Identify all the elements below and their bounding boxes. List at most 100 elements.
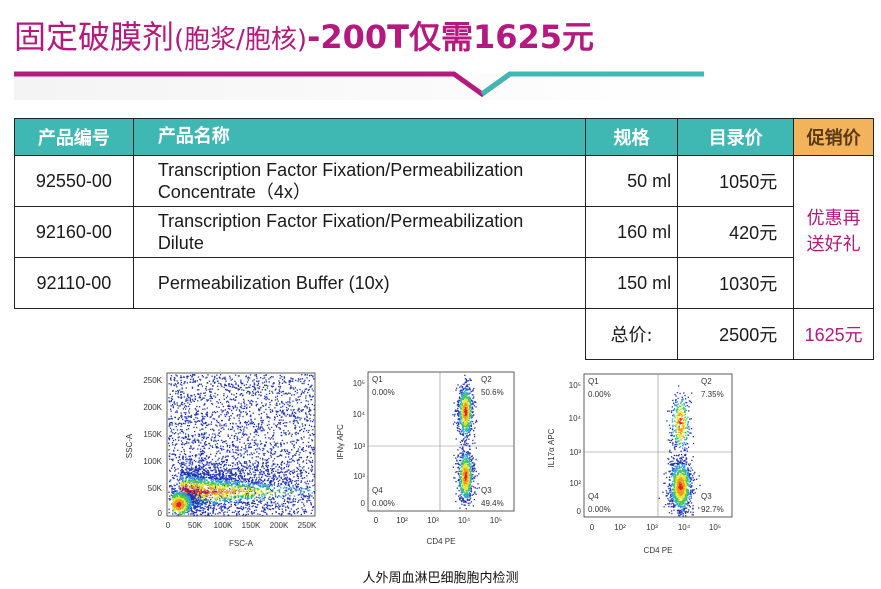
quad2-dots [658, 385, 701, 517]
scatter-plot-fsc-ssc: 250K 200K 150K 100K 50K 0 0 50K 100K 150… [125, 372, 317, 548]
figure-caption: 人外周血淋巴细胞胞内检测 [362, 571, 519, 586]
quad2-y-label: IL17α APC [547, 428, 556, 467]
row-name-line2: Concentrate（4x） [157, 182, 311, 202]
y-tick: 150K [143, 430, 162, 439]
promo-line2: 送好礼 [806, 234, 861, 255]
row-price: 420元 [677, 206, 795, 258]
scatter-x-ticks: 0 50K 100K 150K 200K 250K [166, 521, 317, 530]
header-spec: 规格 [584, 118, 679, 156]
scatter-x-label: FSC-A [229, 539, 254, 548]
x-tick: 10⁴ [458, 516, 471, 525]
row-name-line1: Permeabilization Buffer (10x) [157, 273, 390, 293]
quad2-x-label: CD4 PE [644, 546, 673, 555]
x-tick: 100K [214, 521, 233, 530]
quad2-q3-val: 92.7% [701, 505, 724, 514]
y-tick: 0 [577, 507, 582, 516]
quad1-q1: Q1 [372, 375, 383, 384]
x-tick: 250K [298, 521, 317, 530]
header-name: 产品名称 [132, 118, 586, 156]
row-code: 92110-00 [14, 257, 134, 309]
title-suffix: -200T仅需1625元 [307, 18, 595, 56]
x-tick: 10⁵ [709, 523, 721, 532]
x-tick: 200K [270, 521, 289, 530]
x-tick: 0 [166, 521, 171, 530]
quad1-q3: Q3 [481, 486, 492, 495]
title-paren: (胞浆/胞核) [174, 25, 308, 55]
scatter-y-label: SSC-A [125, 433, 134, 458]
scatter-dots [168, 374, 316, 517]
scatter-y-ticks: 250K 200K 150K 100K 50K 0 [143, 376, 162, 518]
row-name: Permeabilization Buffer (10x) [132, 257, 586, 309]
row-name-line1: Transcription Factor Fixation/Permeabili… [157, 211, 524, 231]
y-tick: 10⁴ [353, 410, 366, 419]
quad1-x-label: CD4 PE [427, 537, 456, 546]
title-prefix: 固定破膜剂 [14, 18, 175, 56]
price-table: 产品编号 产品名称 规格 目录价 促销价 92550-00 Transcript… [14, 118, 874, 360]
row-code: 92160-00 [14, 206, 134, 258]
quad1-q1-val: 0.00% [372, 388, 395, 397]
quad1-dots [452, 374, 480, 510]
quad2-q4-val: 0.00% [588, 505, 611, 514]
total-value: 2500元 [677, 308, 795, 360]
x-tick: 10⁵ [490, 516, 502, 525]
row-name: Transcription Factor Fixation/Permeabili… [132, 206, 586, 258]
row-name-line2: Dilute [157, 233, 204, 253]
total-label: 总价: [584, 308, 679, 360]
x-tick: 0 [590, 523, 595, 532]
quad1-x-ticks: 0 10² 10³ 10⁴ 10⁵ [374, 516, 502, 525]
quad2-q2-val: 7.35% [701, 390, 724, 399]
y-tick: 200K [143, 403, 162, 412]
y-tick: 10⁵ [569, 381, 581, 390]
promo-cell: 优惠再 送好礼 [793, 155, 874, 309]
header-code: 产品编号 [14, 118, 134, 156]
y-tick: 100K [143, 457, 162, 466]
header-promo: 促销价 [793, 118, 874, 156]
x-tick: 10² [614, 523, 626, 532]
header-list-price: 目录价 [677, 118, 795, 156]
x-tick: 10³ [646, 523, 658, 532]
quadrant-plot-ifng: Q1 0.00% Q2 50.6% Q4 0.00% Q3 49.4% 10⁵ … [336, 371, 515, 546]
row-spec: 150 ml [584, 257, 679, 309]
quad2-q2: Q2 [701, 377, 712, 386]
x-tick: 50K [188, 521, 203, 530]
table-row: 92550-00 Transcription Factor Fixation/P… [14, 155, 874, 309]
y-tick: 50K [148, 484, 163, 493]
quad1-q2-val: 50.6% [481, 388, 504, 397]
row-spec: 50 ml [584, 155, 679, 207]
quad2-q3: Q3 [701, 492, 712, 501]
quad2-q4: Q4 [588, 492, 599, 501]
y-tick: 10³ [569, 448, 581, 457]
x-tick: 10² [396, 516, 408, 525]
quad1-y-ticks: 10⁵ 10⁴ 10³ 10² 0 [353, 379, 366, 508]
y-tick: 10⁵ [353, 379, 365, 388]
table-row: 92110-00 Permeabilization Buffer (10x) 1… [14, 257, 874, 309]
y-tick: 10³ [353, 442, 365, 451]
row-price: 1050元 [677, 155, 795, 207]
x-tick: 10³ [427, 516, 439, 525]
y-tick: 0 [158, 509, 163, 518]
quad2-q1: Q1 [588, 377, 599, 386]
promo-line1: 优惠再 [806, 208, 861, 229]
total-promo: 1625元 [793, 308, 874, 360]
x-tick: 150K [242, 521, 261, 530]
row-spec: 160 ml [584, 206, 679, 258]
quad1-q2: Q2 [481, 375, 492, 384]
title-underline-decoration [14, 71, 704, 100]
y-tick: 10² [353, 472, 365, 481]
row-name: Transcription Factor Fixation/Permeabili… [132, 155, 586, 207]
row-price: 1030元 [677, 257, 795, 309]
y-tick: 10⁴ [569, 414, 582, 423]
quad1-y-label: IFNγ APC [336, 424, 345, 460]
row-code: 92550-00 [14, 155, 134, 207]
y-tick: 0 [361, 499, 366, 508]
quad2-q1-val: 0.00% [588, 390, 611, 399]
total-row: 总价: 2500元 1625元 [15, 308, 874, 360]
quad1-q3-val: 49.4% [481, 499, 504, 508]
quad2-y-ticks: 10⁵ 10⁴ 10³ 10² 0 [569, 381, 582, 516]
quad2-x-ticks: 0 10² 10³ 10⁴ 10⁵ [590, 523, 721, 532]
quad1-q4: Q4 [372, 486, 383, 495]
y-tick: 10² [569, 479, 581, 488]
x-tick: 0 [374, 516, 379, 525]
x-tick: 10⁴ [678, 523, 691, 532]
quad1-q4-val: 0.00% [372, 499, 395, 508]
